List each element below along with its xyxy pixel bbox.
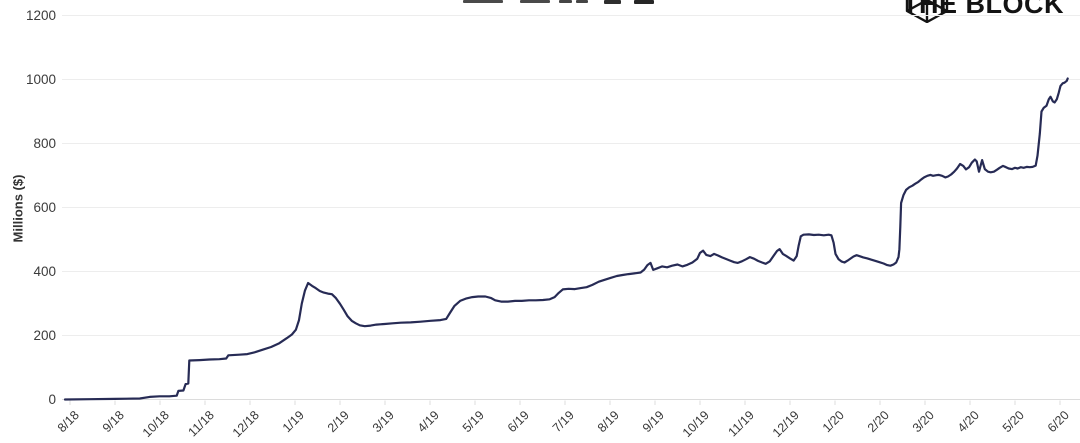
cropped-title-fragment (634, 0, 654, 4)
y-tick-label-400: 400 (33, 263, 56, 279)
line-chart-plot-area (62, 15, 1080, 405)
y-tick-label-800: 800 (33, 135, 56, 151)
cropped-title-fragment (463, 0, 503, 3)
y-tick-label-0: 0 (48, 391, 56, 407)
cropped-title-fragment (559, 0, 572, 3)
y-tick-label-1200: 1200 (25, 7, 56, 23)
cropped-title-fragment (520, 0, 550, 3)
y-tick-label-200: 200 (33, 327, 56, 343)
cropped-title-fragment (604, 0, 621, 4)
y-tick-label-1000: 1000 (25, 71, 56, 87)
chart-figure: THE BLOCK Millions ($) 0 200 400 600 800 1000… (10, 0, 1080, 441)
block-cube-icon (905, 0, 949, 23)
data-line-series (63, 77, 1069, 401)
cropped-title-fragment (576, 0, 588, 3)
the-block-logo: THE BLOCK (902, 0, 1064, 23)
y-tick-label-600: 600 (33, 199, 56, 215)
